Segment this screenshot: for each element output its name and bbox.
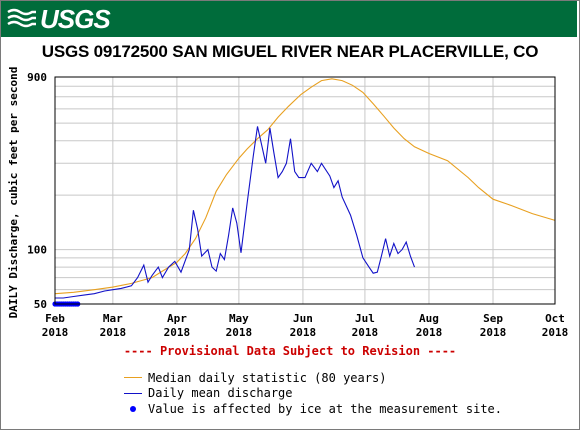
legend-swatch-median bbox=[124, 377, 142, 379]
x-tick-label-month: May bbox=[229, 312, 249, 325]
plot-area bbox=[55, 77, 555, 304]
usgs-logo-text: USGS bbox=[40, 3, 111, 34]
discharge-series-line bbox=[55, 126, 416, 299]
x-tick-label-year: 2018 bbox=[290, 326, 317, 339]
x-tick-label-month: Oct bbox=[545, 312, 565, 325]
y-tick-label: 100 bbox=[27, 244, 47, 257]
x-tick-label-year: 2018 bbox=[542, 326, 569, 339]
legend-label-median: Median daily statistic (80 years) bbox=[148, 370, 387, 385]
usgs-wave-icon bbox=[7, 8, 36, 28]
legend-swatch-discharge bbox=[124, 392, 142, 394]
plot-border bbox=[54, 76, 556, 305]
x-tick-label-month: Feb bbox=[45, 312, 65, 325]
x-tick-label-month: Sep bbox=[483, 312, 503, 325]
ice-dot-icon bbox=[130, 405, 136, 412]
chart-legend: Median daily statistic (80 years) Daily … bbox=[124, 370, 502, 417]
y-tick-label: 900 bbox=[27, 71, 47, 84]
provisional-note: ---- Provisional Data Subject to Revisio… bbox=[123, 344, 457, 358]
x-tick-label-month: Jun bbox=[293, 312, 313, 325]
x-tick-label-month: Mar bbox=[103, 312, 123, 325]
usgs-logo: USGS bbox=[7, 3, 111, 34]
chart-title: USGS 09172500 SAN MIGUEL RIVER NEAR PLAC… bbox=[41, 42, 539, 61]
legend-label-ice: Value is affected by ice at the measurem… bbox=[148, 401, 503, 416]
y-axis-label: DAILY Discharge, cubic feet per second bbox=[7, 67, 20, 319]
x-tick-label-month: Jul bbox=[355, 312, 375, 325]
legend-item-ice: Value is affected by ice at the measurem… bbox=[124, 401, 502, 417]
legend-label-discharge: Daily mean discharge bbox=[148, 386, 293, 401]
median-series-line bbox=[54, 78, 556, 295]
discharge-chart: 50100900Feb2018Mar2018Apr2018May2018Jun2… bbox=[7, 67, 569, 339]
y-tick-label: 50 bbox=[34, 298, 47, 311]
x-tick-label-year: 2018 bbox=[226, 326, 253, 339]
x-tick-label-month: Apr bbox=[167, 312, 187, 325]
usgs-banner: USGS bbox=[1, 1, 577, 37]
legend-item-discharge: Daily mean discharge bbox=[124, 386, 502, 402]
x-tick-label-year: 2018 bbox=[352, 326, 379, 339]
x-tick-label-year: 2018 bbox=[416, 326, 443, 339]
x-tick-label-year: 2018 bbox=[164, 326, 191, 339]
x-tick-label-year: 2018 bbox=[100, 326, 127, 339]
x-tick-label-year: 2018 bbox=[42, 326, 69, 339]
legend-item-median: Median daily statistic (80 years) bbox=[124, 370, 502, 386]
x-tick-label-year: 2018 bbox=[480, 326, 507, 339]
x-tick-label-month: Aug bbox=[419, 312, 439, 325]
legend-swatch-ice bbox=[124, 405, 142, 412]
